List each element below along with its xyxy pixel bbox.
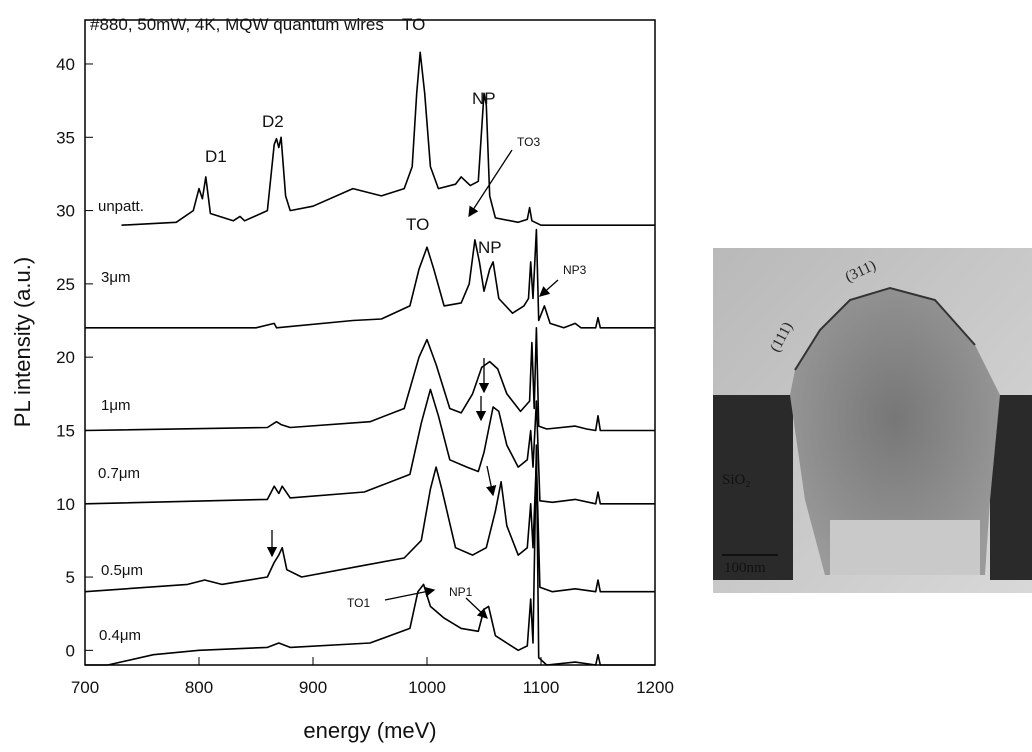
chart-title: #880, 50mW, 4K, MQW quantum wires <box>90 15 384 34</box>
peak-annotation: NP3 <box>563 263 587 277</box>
y-tick-label: 25 <box>56 275 75 294</box>
series-label: 3μm <box>101 269 130 286</box>
x-tick-label: 1200 <box>636 678 674 697</box>
series-label: 1μm <box>101 397 130 414</box>
peak-annotation: TO <box>406 215 429 234</box>
spectrum-line <box>84 327 655 432</box>
wire-body <box>790 288 1000 575</box>
x-tick-label: 700 <box>71 678 99 697</box>
y-axis-label: PL intensity (a.u.) <box>10 257 35 427</box>
y-tick-label: 10 <box>56 495 75 514</box>
peak-annotation: TO <box>402 15 425 34</box>
plot-frame <box>84 19 656 666</box>
spectrum-line <box>84 388 655 505</box>
series-label: 0.7μm <box>98 465 140 482</box>
spectrum-line <box>85 444 655 666</box>
x-axis-label: energy (meV) <box>303 718 436 743</box>
series-label: 0.5μm <box>101 562 143 579</box>
peak-annotation: D2 <box>262 112 284 131</box>
spectrum-line <box>121 51 655 226</box>
arrow <box>539 279 559 297</box>
tem-image <box>713 248 1032 593</box>
facet-line <box>794 286 976 371</box>
peak-annotation: NP <box>472 89 496 108</box>
y-tick-label: 30 <box>56 202 75 221</box>
series-label: unpatt. <box>98 198 144 215</box>
x-tick-label: 800 <box>185 678 213 697</box>
spectrum-line <box>85 228 655 329</box>
x-tick-label: 1000 <box>408 678 446 697</box>
peak-annotation: NP <box>478 238 502 257</box>
y-tick-label: 0 <box>66 641 75 660</box>
y-tick-label: 40 <box>56 55 75 74</box>
oxide-left <box>713 395 793 580</box>
y-tick-label: 20 <box>56 348 75 367</box>
y-tick-label: 35 <box>56 128 75 147</box>
arrow <box>465 597 488 619</box>
series-label: 0.4μm <box>99 627 141 644</box>
arrow <box>468 149 513 218</box>
image-label: 100nm <box>724 560 766 576</box>
y-tick-label: 15 <box>56 421 75 440</box>
peak-annotation: TO3 <box>517 135 540 149</box>
y-tick-label: 5 <box>66 568 75 587</box>
x-tick-label: 900 <box>299 678 327 697</box>
peak-annotation: TO1 <box>347 596 370 610</box>
arrow <box>486 465 497 497</box>
spectrum-line <box>84 459 655 593</box>
arrows <box>266 149 559 619</box>
wire-base <box>830 520 980 575</box>
peak-annotation: NP1 <box>449 585 473 599</box>
peak-annotation: D1 <box>205 147 227 166</box>
x-tick-label: 1100 <box>523 678 560 697</box>
image-label: SiO₂ <box>722 472 751 488</box>
